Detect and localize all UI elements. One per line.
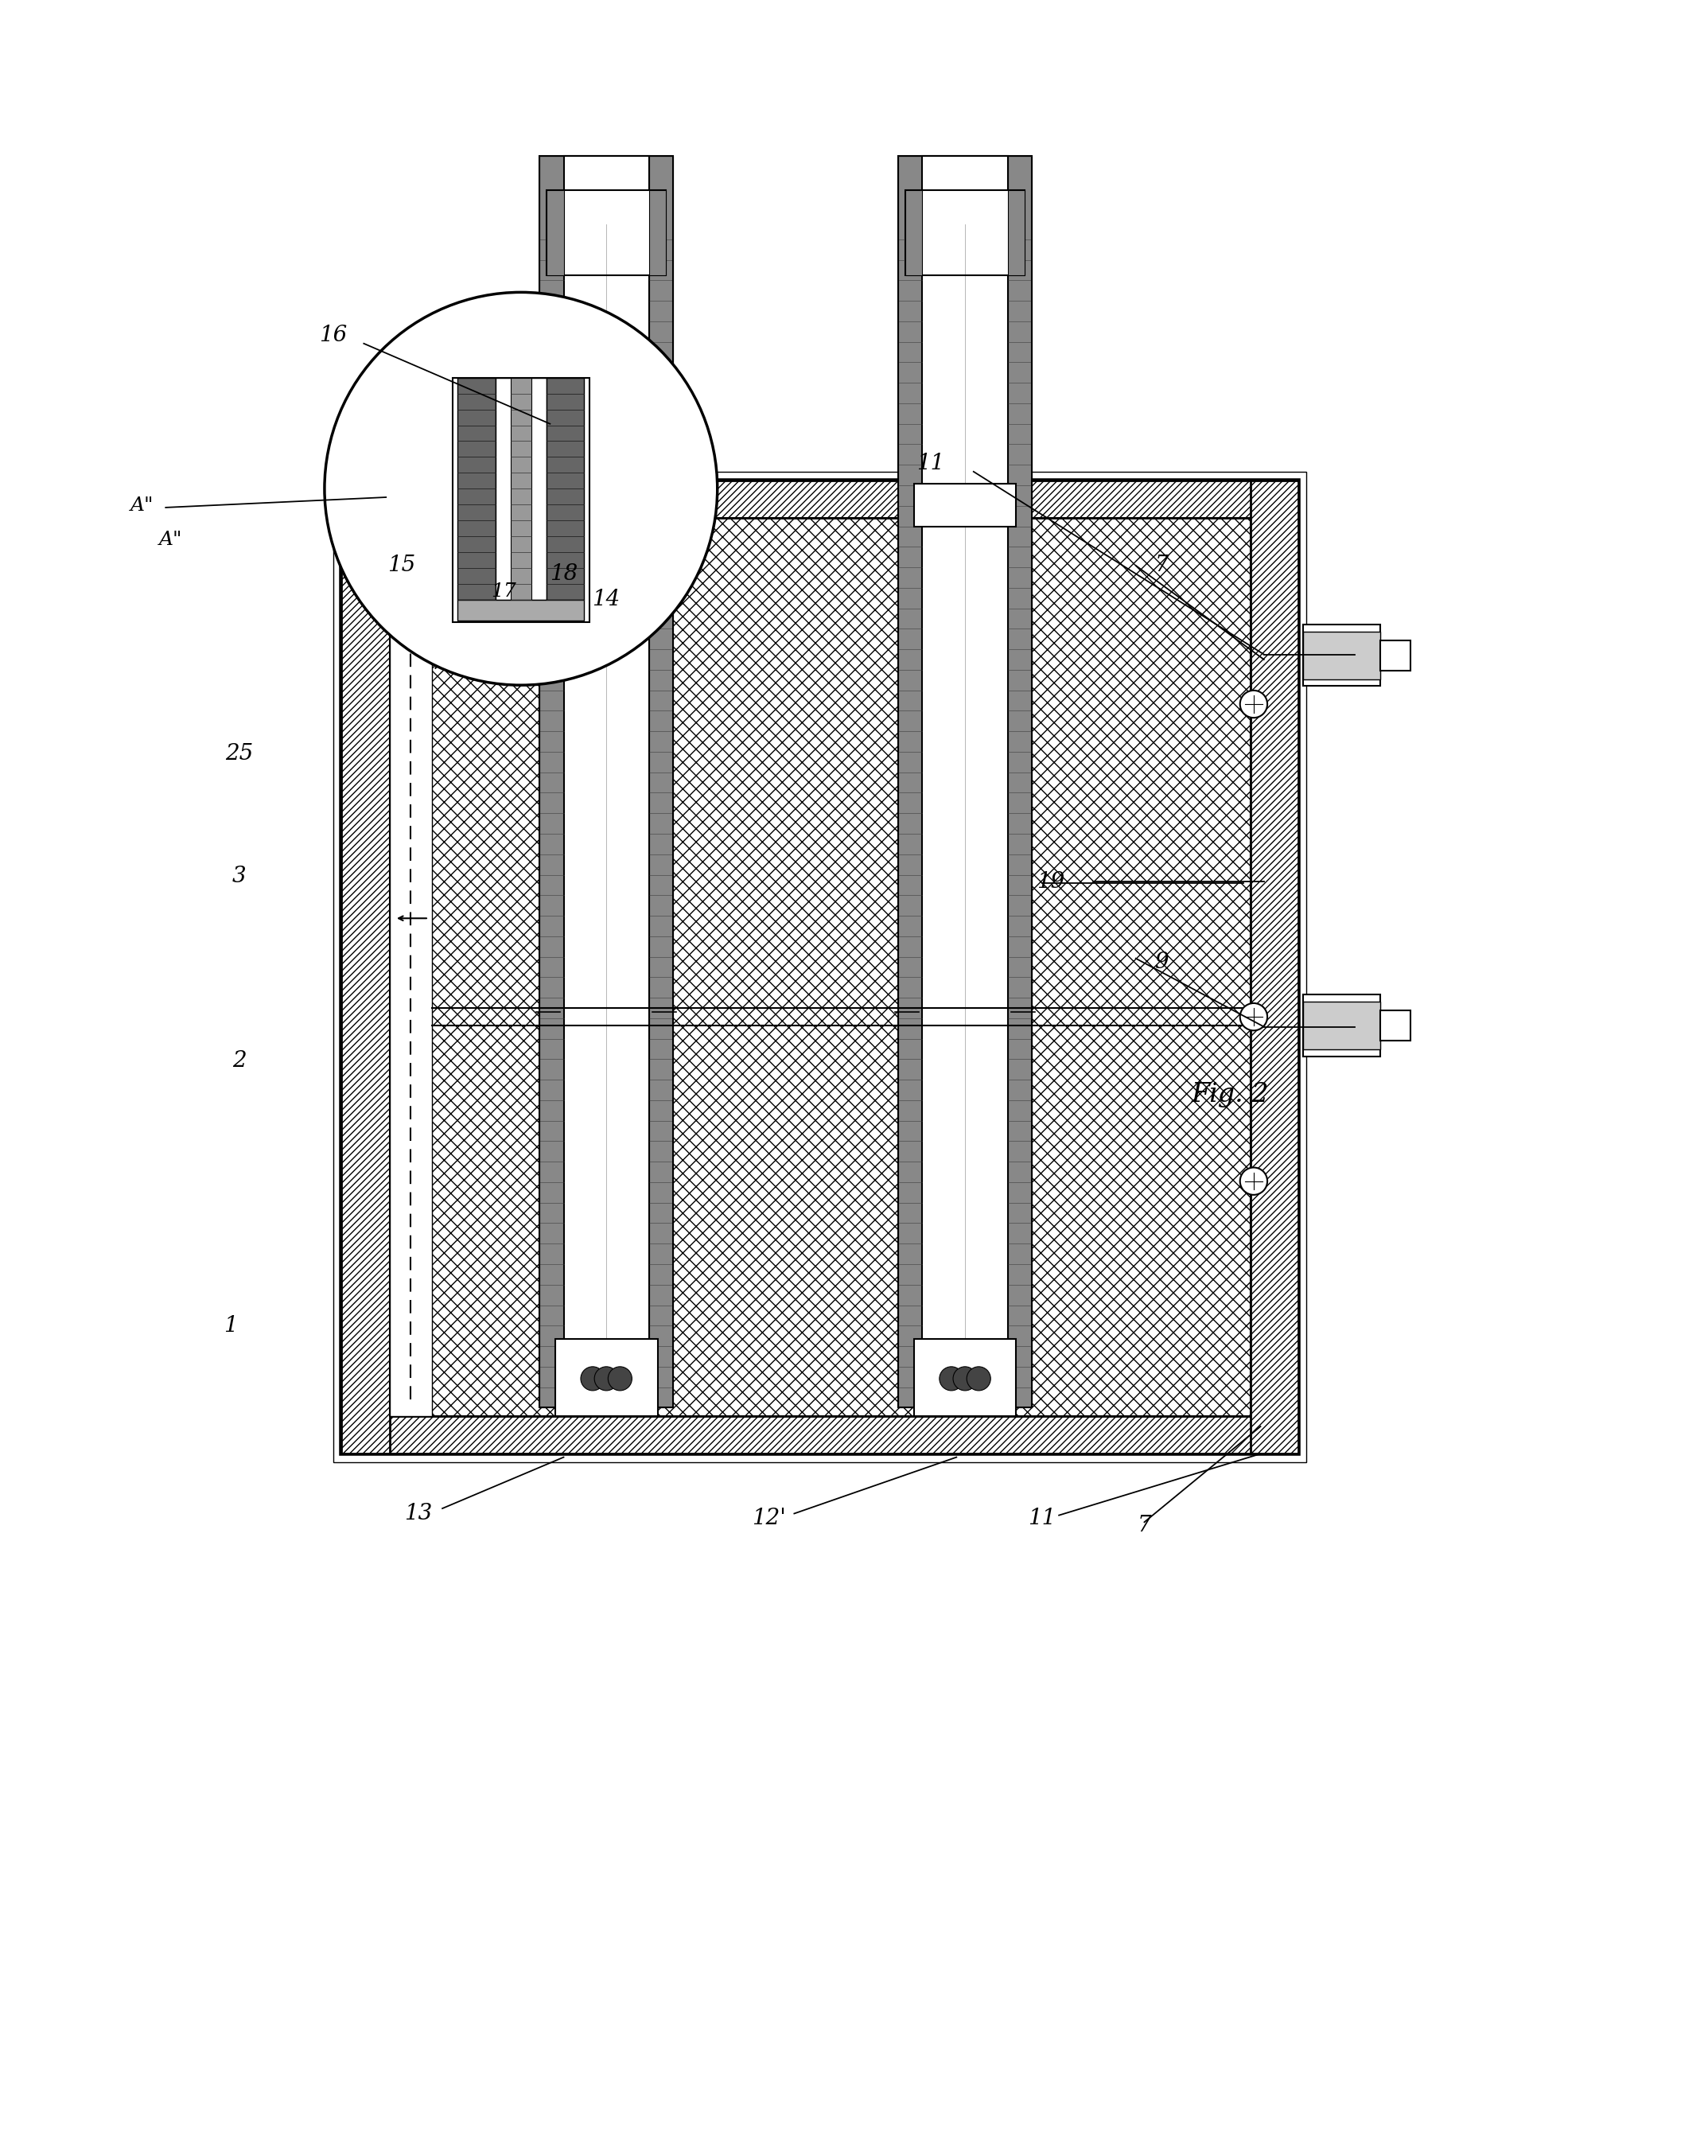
Text: 7: 7 (1138, 1516, 1151, 1537)
Text: 18: 18 (550, 563, 577, 584)
Bar (1008, 155, 1032, 1408)
Text: 11: 11 (1028, 1507, 1056, 1529)
Bar (547, 377, 584, 599)
Bar (453, 377, 589, 621)
Circle shape (953, 1367, 977, 1391)
Bar (342, 481, 1298, 517)
Bar (1303, 994, 1380, 1056)
Bar (1011, 517, 1250, 1416)
Circle shape (594, 1367, 618, 1391)
Bar (540, 155, 673, 1408)
Text: A": A" (130, 496, 154, 515)
Text: 17: 17 (492, 582, 516, 599)
Text: 11: 11 (917, 453, 945, 474)
Text: 14: 14 (593, 589, 620, 610)
Bar (389, 517, 1250, 1416)
Bar (342, 1416, 1298, 1453)
Text: 19: 19 (1037, 871, 1064, 893)
Bar (1380, 1009, 1411, 1041)
Circle shape (1240, 1169, 1267, 1194)
Text: 13: 13 (405, 1503, 432, 1524)
Circle shape (1240, 690, 1267, 718)
Bar (547, 190, 564, 276)
Bar (333, 472, 1307, 1462)
Bar (547, 190, 666, 276)
Bar (564, 155, 649, 1408)
Bar (495, 377, 547, 599)
Bar (458, 377, 495, 599)
Circle shape (939, 1367, 963, 1391)
Circle shape (967, 1367, 991, 1391)
Bar (1008, 190, 1025, 276)
Bar (649, 155, 673, 1408)
Text: A": A" (159, 530, 183, 550)
Circle shape (581, 1367, 605, 1391)
Bar (898, 155, 1032, 1408)
Circle shape (608, 1367, 632, 1391)
Circle shape (325, 293, 717, 686)
Bar (1380, 640, 1411, 671)
Text: 16: 16 (319, 323, 347, 345)
Bar (1303, 632, 1380, 679)
Text: 2: 2 (232, 1050, 246, 1072)
Bar (652, 517, 919, 1416)
Bar (905, 190, 922, 276)
Bar (1303, 1003, 1380, 1050)
Bar (555, 1339, 658, 1416)
Text: 1: 1 (224, 1315, 237, 1337)
Bar (342, 481, 1298, 1453)
Circle shape (1240, 1003, 1267, 1031)
Bar (1303, 625, 1380, 686)
Text: 25: 25 (225, 742, 253, 763)
Text: Fig. 2: Fig. 2 (1190, 1082, 1269, 1108)
Bar (905, 190, 1025, 276)
Bar (432, 517, 560, 1416)
Text: 7: 7 (1155, 554, 1168, 576)
Bar (458, 599, 584, 621)
Text: 3: 3 (232, 867, 246, 886)
Bar (914, 483, 1016, 526)
Text: 9: 9 (1155, 951, 1168, 972)
Bar (1250, 481, 1298, 1453)
Text: 15: 15 (388, 554, 415, 576)
Bar (555, 483, 658, 526)
Bar (389, 517, 432, 1416)
Text: 12': 12' (752, 1507, 786, 1529)
Bar (922, 155, 1008, 1408)
Bar (540, 155, 564, 1408)
Bar (511, 377, 531, 599)
Bar (898, 155, 922, 1408)
Bar (649, 190, 666, 276)
Bar (342, 481, 389, 1453)
Bar (914, 1339, 1016, 1416)
